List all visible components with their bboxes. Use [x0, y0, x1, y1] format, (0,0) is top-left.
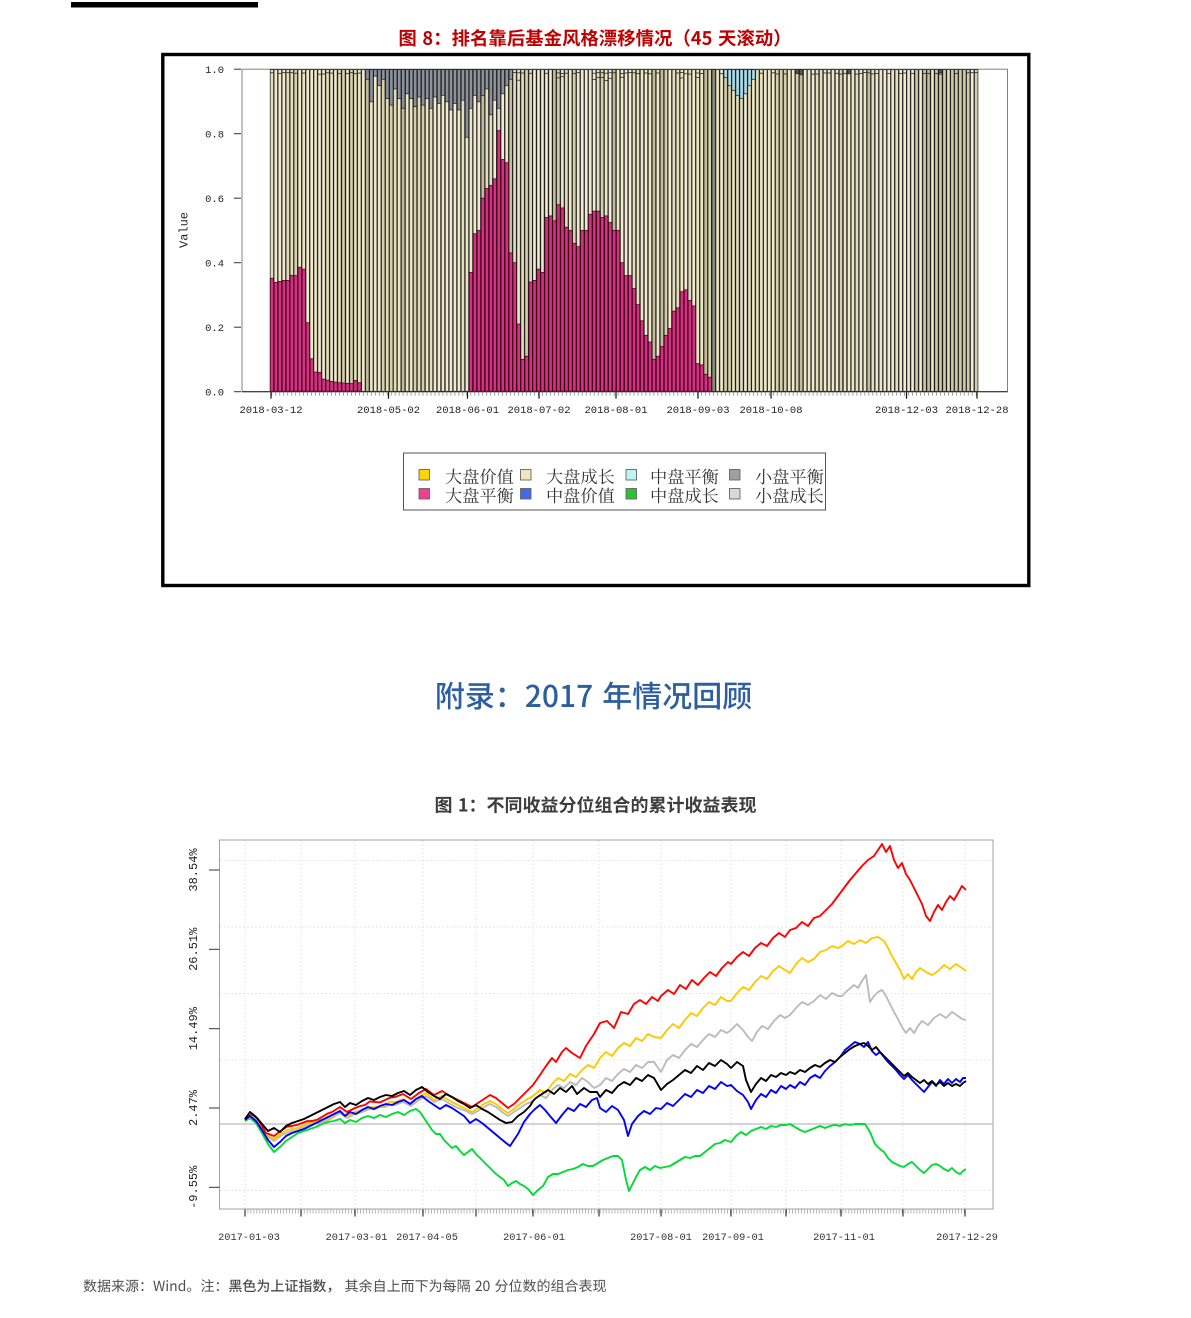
- svg-text:2017-12-29: 2017-12-29: [936, 1232, 998, 1244]
- svg-text:2017-08-01: 2017-08-01: [630, 1232, 692, 1244]
- svg-text:2.47%: 2.47%: [187, 1089, 201, 1126]
- svg-text:2017-01-03: 2017-01-03: [218, 1232, 280, 1244]
- svg-text:2018-12-03: 2018-12-03: [875, 405, 938, 417]
- svg-text:0.2: 0.2: [205, 323, 224, 335]
- svg-text:26.51%: 26.51%: [187, 927, 201, 971]
- svg-text:38.54%: 38.54%: [187, 848, 201, 892]
- svg-text:2017-06-01: 2017-06-01: [503, 1232, 565, 1244]
- svg-text:2017-11-01: 2017-11-01: [813, 1232, 875, 1244]
- svg-text:2018-05-02: 2018-05-02: [357, 405, 420, 417]
- svg-text:0.8: 0.8: [205, 130, 224, 142]
- svg-text:2018-08-01: 2018-08-01: [584, 405, 647, 417]
- svg-text:1.0: 1.0: [205, 65, 224, 77]
- svg-text:14.49%: 14.49%: [187, 1006, 201, 1050]
- svg-text:2018-10-08: 2018-10-08: [739, 405, 802, 417]
- svg-text:-9.55%: -9.55%: [187, 1165, 201, 1209]
- svg-text:0.0: 0.0: [205, 388, 224, 400]
- svg-text:2018-07-02: 2018-07-02: [507, 405, 570, 417]
- svg-text:2017-09-01: 2017-09-01: [702, 1232, 764, 1244]
- svg-text:2017-04-05: 2017-04-05: [396, 1232, 458, 1244]
- svg-text:0.6: 0.6: [205, 194, 224, 206]
- svg-text:2018-06-01: 2018-06-01: [436, 405, 499, 417]
- svg-text:2018-03-12: 2018-03-12: [239, 405, 302, 417]
- svg-text:0.4: 0.4: [205, 259, 224, 271]
- svg-text:2017-03-01: 2017-03-01: [326, 1232, 388, 1244]
- svg-text:Value: Value: [178, 212, 192, 248]
- svg-text:2018-12-28: 2018-12-28: [945, 405, 1008, 417]
- svg-text:2018-09-03: 2018-09-03: [666, 405, 729, 417]
